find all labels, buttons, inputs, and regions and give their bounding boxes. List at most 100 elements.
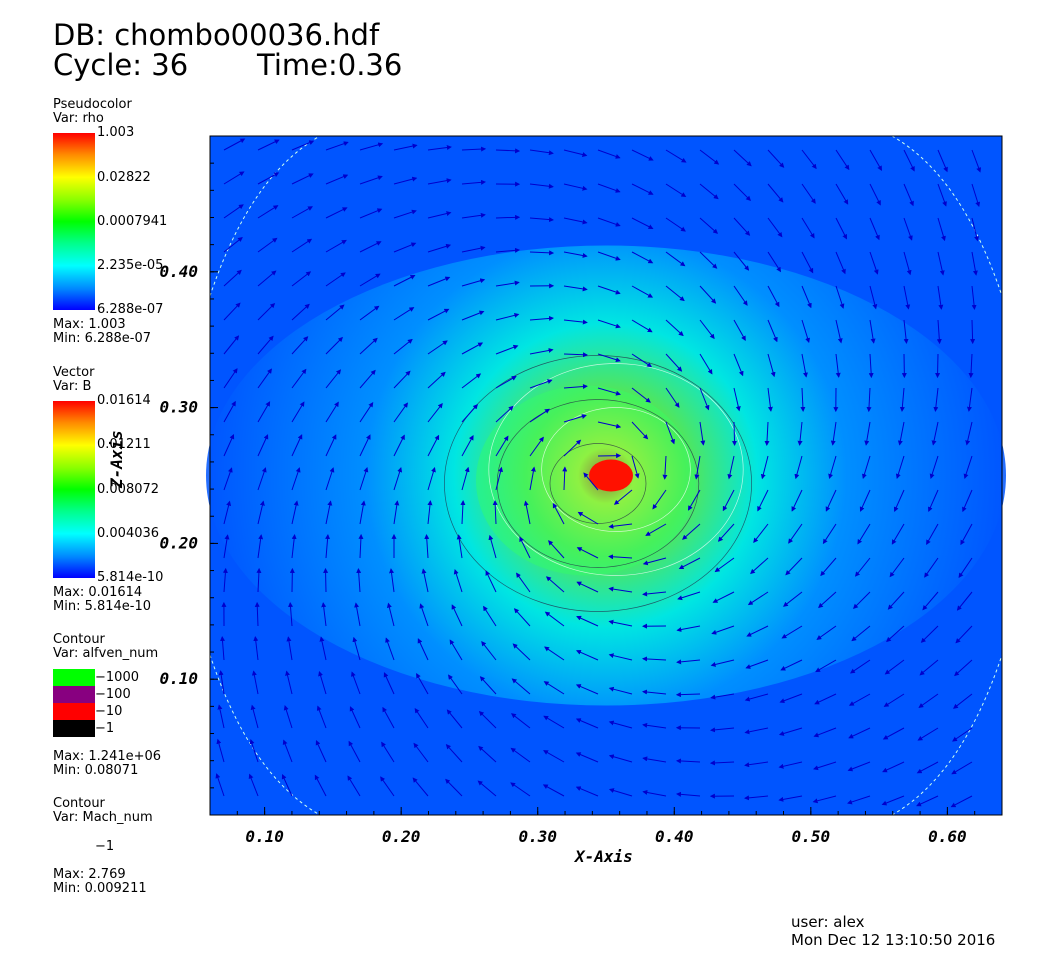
legend-alfven-level: −1000 [95,670,139,685]
vector-arrow [852,591,871,610]
vector-arrow [316,705,327,729]
vector-arrow [642,591,667,597]
vector-arrow [461,310,485,321]
vector-arrow [971,285,977,310]
x-tick-label: 0.60 [928,827,967,846]
vector-arrow [886,625,905,643]
vector-arrow [291,368,307,389]
vector-arrow [733,217,751,236]
vector-arrow [529,347,554,355]
vector-arrow [385,637,395,661]
vector-arrow [665,149,687,163]
vector-arrow [744,761,769,768]
vector-arrow [962,489,973,513]
vector-arrow [393,338,413,355]
vector-arrow [859,489,871,512]
vector-arrow [727,455,735,480]
vector-arrow [563,384,588,390]
vector-arrow [963,455,973,479]
vector-arrow [918,693,939,708]
vector-arrow [710,727,735,733]
vector-arrow [529,183,554,189]
vector-arrow [665,251,686,267]
vector-arrow [920,625,939,643]
vector-arrow [869,319,876,344]
vector-arrow [645,523,667,536]
vector-arrow [801,217,815,239]
vector-arrow [544,646,565,661]
vector-arrow [449,639,463,661]
vector-arrow [359,142,384,151]
boundary-contour [209,135,321,297]
vector-arrow [215,773,225,797]
vector-arrow [257,434,269,457]
vector-arrow [253,636,259,661]
vector-arrow [250,704,259,729]
vector-arrow [349,706,361,729]
vector-arrow [891,523,905,545]
vector-arrow [760,455,769,480]
vector-arrow [291,534,297,559]
vector-arrow [903,149,915,172]
time-label: Time:0.36 [257,48,403,82]
vector-arrow [613,489,633,505]
footer-user: user: alex [791,913,865,931]
vector-arrow [451,604,463,627]
vector-arrow [291,434,303,457]
vector-arrow [576,581,599,593]
legend-b-min: Min: 5.814e-10 [53,599,152,614]
vector-arrow [563,285,588,292]
vector-arrow [562,466,568,491]
vector-arrow [936,319,942,345]
vector-arrow [576,615,599,627]
vector-arrow [922,591,939,611]
vector-arrow [924,557,939,578]
density-core-glow [476,385,696,576]
vector-arrow [699,183,719,200]
vector-arrow [416,673,429,695]
vector-arrow [699,149,720,165]
legend-b-label: 0.004036 [97,526,160,541]
contour-line [541,407,691,532]
vector-arrow [917,727,939,741]
vector-arrow [971,251,978,276]
vector-arrow [750,557,769,575]
vector-arrow [393,500,400,525]
vector-arrow [248,773,259,797]
vector-arrow [445,778,463,797]
vector-arrow [801,285,812,309]
vector-arrow [325,467,335,491]
vector-arrow [869,251,879,275]
vector-arrow [495,466,503,491]
vector-arrow [764,421,770,446]
vector-arrow [800,387,806,412]
vector-arrow [608,619,633,627]
vector-arrow [835,183,849,205]
vector-arrow [699,217,719,234]
vector-arrow [937,149,948,173]
vector-arrow [223,500,232,525]
legend-alfven-swatch [53,720,95,737]
x-tick-label: 0.20 [382,827,421,846]
vector-arrow [597,149,621,159]
vector-arrow [291,238,313,253]
vector-arrow [744,795,769,801]
vector-arrow [937,285,944,310]
vector-arrow [733,387,741,412]
vector-arrow [543,715,565,729]
vector-arrow [427,466,436,491]
vector-arrow [285,670,293,695]
vector-arrow [427,340,448,355]
vector-arrow [223,433,235,457]
vector-arrow [893,489,905,513]
vector-arrow [897,421,905,446]
vector-arrow [676,791,701,797]
footer-date: Mon Dec 12 13:10:50 2016 [791,931,996,949]
vector-arrow [575,718,599,729]
vector-arrow [563,217,588,225]
vector-arrow [393,370,411,389]
vector-arrow [861,455,871,480]
legend-b-label: 0.01211 [97,437,151,452]
vector-arrow [926,523,939,545]
vector-arrow [382,706,395,729]
